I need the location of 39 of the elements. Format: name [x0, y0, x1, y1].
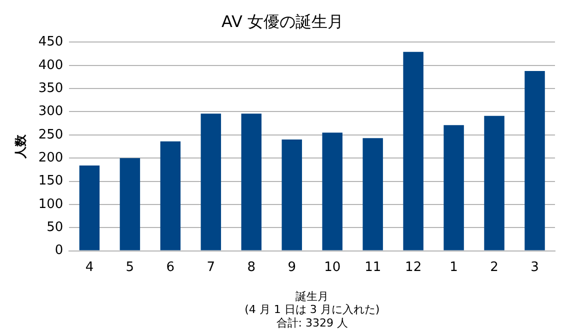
y-tick-label: 450	[38, 34, 64, 50]
y-tick-label: 150	[38, 174, 64, 189]
y-tick-label: 350	[38, 80, 64, 96]
bar	[200, 114, 222, 250]
x-tick-label: 2	[490, 260, 498, 275]
y-tick-label: 0	[54, 243, 64, 258]
bar	[524, 70, 545, 250]
x-tick-label: 3	[530, 260, 539, 275]
y-tick-label: 300	[38, 104, 64, 120]
bar	[362, 138, 383, 250]
bar	[241, 114, 262, 250]
x-tick-label: 11	[364, 260, 382, 275]
bar	[403, 52, 424, 250]
bar	[444, 125, 464, 250]
x-axis-title: 誕生月	[296, 290, 329, 303]
x-tick-label: 12	[405, 260, 422, 275]
x-tick-label: 8	[247, 260, 256, 275]
bar	[160, 141, 181, 250]
text: 合計: 3329 人	[276, 316, 348, 330]
bar	[484, 116, 504, 250]
bar	[282, 140, 302, 250]
chart-title: AV 女優の誕生月	[222, 12, 344, 31]
bar	[120, 158, 140, 250]
y-tick-label: 400	[38, 58, 64, 73]
x-tick-label: 4	[85, 260, 94, 275]
x-tick-label: 1	[450, 260, 458, 275]
bar	[79, 166, 100, 250]
text: (4 月 1 日は 3 月に入れた)	[244, 303, 380, 316]
x-tick-label: 9	[288, 260, 296, 275]
y-axis-title: 人数	[13, 134, 28, 160]
y-tick-label: 50	[46, 220, 64, 235]
bar	[322, 132, 342, 250]
y-tick-label: 250	[38, 127, 64, 142]
x-tick-label: 6	[166, 260, 175, 275]
x-tick-label: 5	[126, 260, 134, 275]
x-tick-label: 7	[206, 260, 216, 275]
y-tick-label: 200	[38, 150, 64, 166]
x-tick-label: 10	[324, 260, 341, 275]
y-tick-label: 100	[38, 196, 64, 212]
